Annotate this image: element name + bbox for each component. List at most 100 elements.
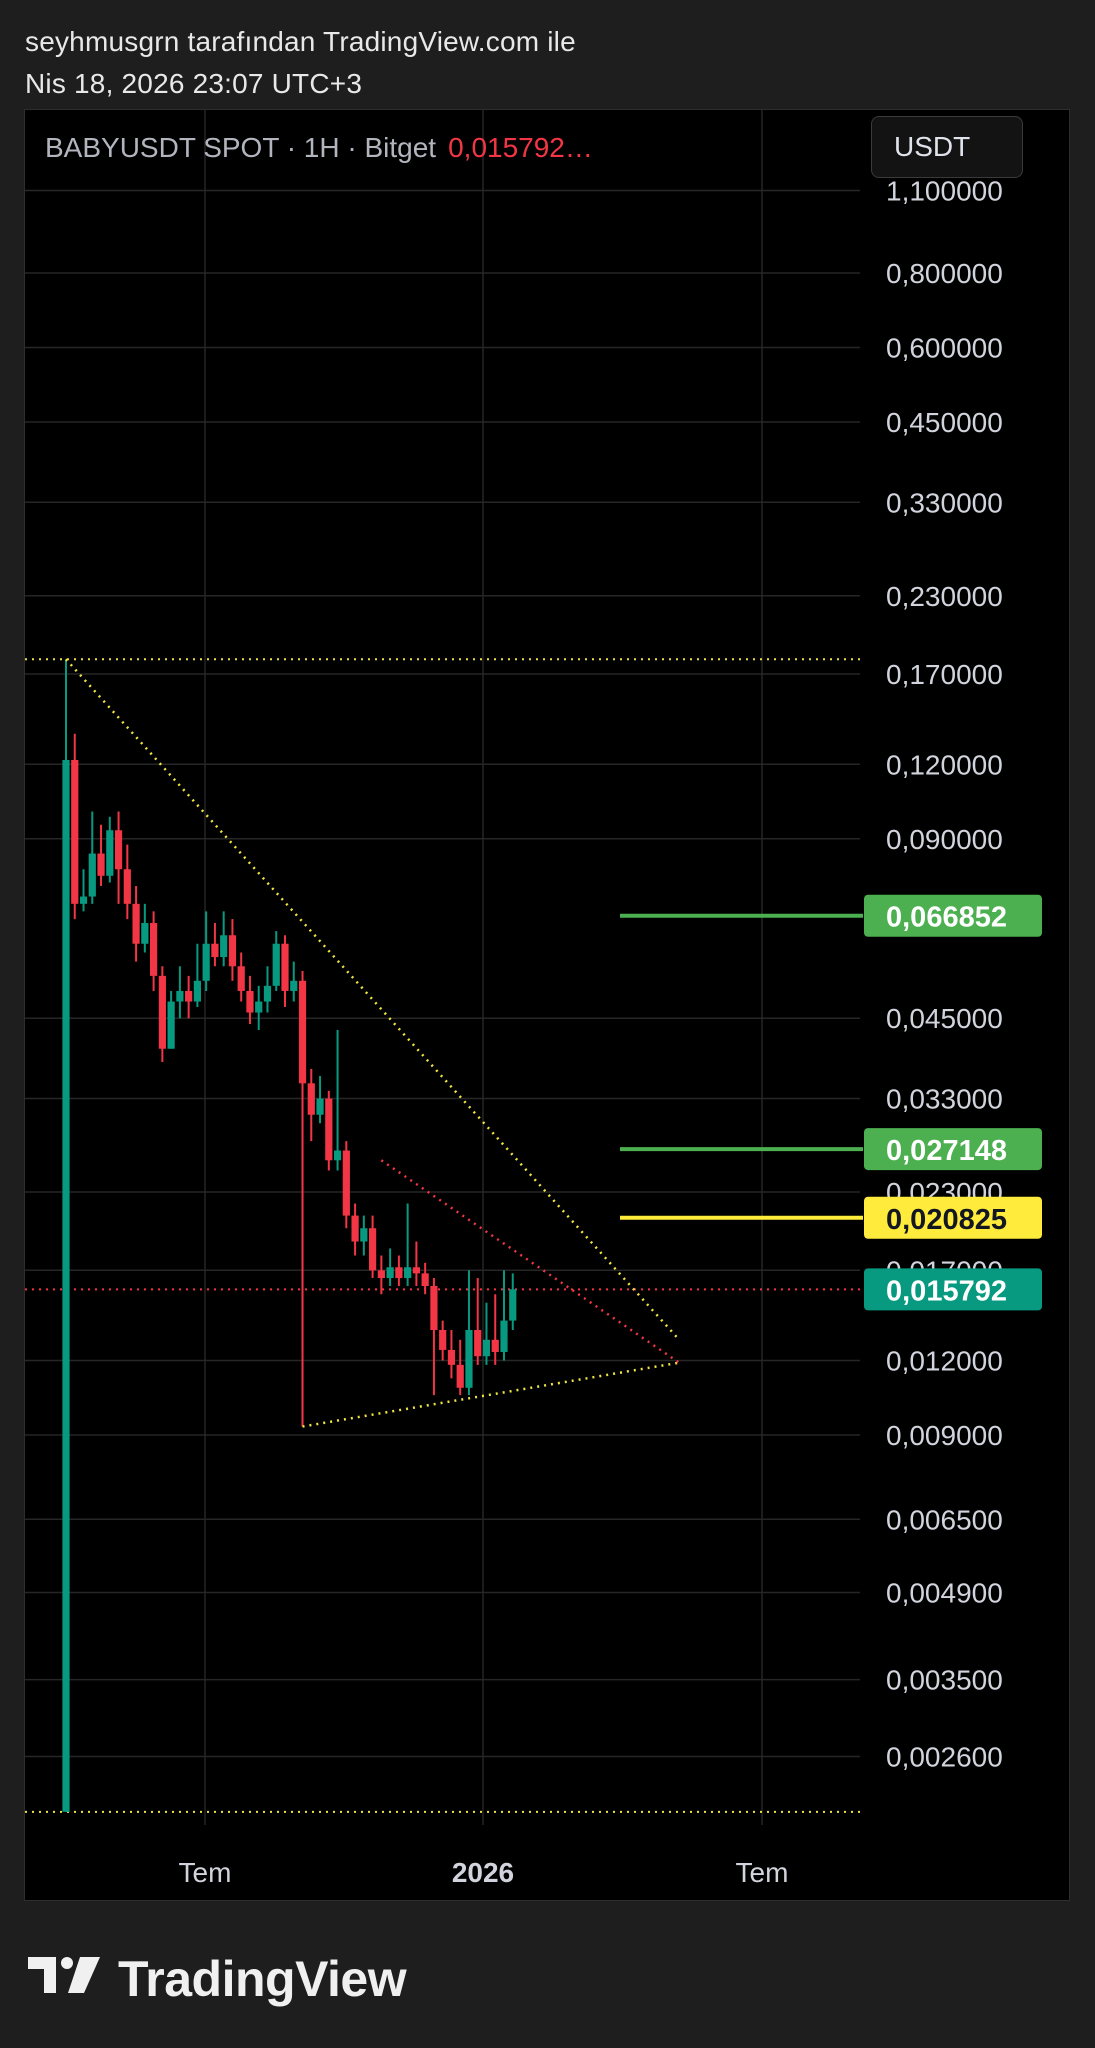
author-line: seyhmusgrn tarafından TradingView.com il…	[25, 26, 576, 57]
price-axis-label: 0,002600	[886, 1742, 1003, 1773]
candle-body	[447, 1349, 456, 1365]
candle[interactable]	[71, 733, 79, 920]
candle[interactable]	[439, 1320, 447, 1361]
candle-body	[62, 759, 70, 1812]
price-axis-label: 0,003500	[886, 1665, 1003, 1696]
price-axis-label: 0,090000	[886, 824, 1003, 855]
trendline[interactable]	[380, 1159, 680, 1364]
candle[interactable]	[298, 971, 307, 1427]
candle[interactable]	[430, 1278, 438, 1396]
trendline[interactable]	[65, 658, 681, 1341]
candle[interactable]	[237, 952, 245, 1002]
tradingview-logo: TradingView	[28, 1950, 407, 2008]
candle-body	[351, 1215, 359, 1242]
candle[interactable]	[325, 1090, 333, 1171]
candle[interactable]	[386, 1248, 394, 1287]
time-axis-label: Tem	[179, 1857, 232, 1888]
candle[interactable]	[185, 975, 193, 1019]
candle-body	[220, 935, 228, 958]
candle[interactable]	[220, 911, 228, 967]
candle[interactable]	[369, 1215, 377, 1279]
candle-body	[114, 830, 123, 870]
candle-body	[132, 903, 140, 944]
candle[interactable]	[167, 990, 175, 1049]
candle[interactable]	[123, 844, 131, 920]
candle-body	[167, 1001, 175, 1049]
candle-body	[509, 1289, 517, 1321]
candle-body	[246, 990, 254, 1013]
candle-body	[386, 1267, 394, 1279]
candle-body	[325, 1098, 333, 1161]
candle[interactable]	[395, 1255, 403, 1287]
symbol-legend[interactable]: BABYUSDT SPOT · 1H · Bitget 0,015792…	[45, 132, 593, 164]
candle[interactable]	[141, 903, 149, 953]
timestamp-line: Nis 18, 2026 23:07 UTC+3	[25, 68, 363, 99]
candle[interactable]	[106, 816, 114, 883]
candle[interactable]	[79, 869, 88, 912]
time-axis-label: 2026	[452, 1857, 514, 1888]
price-axis-label: 0,230000	[886, 581, 1003, 612]
candle[interactable]	[377, 1255, 385, 1295]
candle-body	[79, 896, 88, 904]
candle[interactable]	[272, 931, 280, 991]
candle[interactable]	[412, 1241, 420, 1287]
candle[interactable]	[150, 911, 158, 991]
candle-body	[474, 1330, 482, 1357]
price-axis-label: 0,012000	[886, 1346, 1003, 1377]
candle[interactable]	[255, 985, 263, 1031]
trendline[interactable]	[302, 1361, 680, 1428]
candle[interactable]	[465, 1270, 473, 1396]
candle[interactable]	[474, 1278, 482, 1365]
candle[interactable]	[333, 1030, 342, 1171]
candle[interactable]	[421, 1262, 429, 1295]
candle[interactable]	[447, 1330, 456, 1379]
candle-body	[298, 980, 307, 1084]
candle[interactable]	[211, 923, 219, 967]
symbol-last-price: 0,015792…	[448, 132, 593, 163]
candle[interactable]	[491, 1294, 499, 1365]
candle-body	[316, 1098, 324, 1115]
candle[interactable]	[88, 811, 96, 904]
candle[interactable]	[193, 943, 201, 1007]
candle[interactable]	[158, 966, 166, 1063]
candle[interactable]	[132, 885, 140, 962]
candle[interactable]	[456, 1339, 464, 1396]
candle[interactable]	[404, 1203, 412, 1287]
candle[interactable]	[176, 966, 184, 1019]
candle[interactable]	[246, 975, 254, 1025]
candle[interactable]	[342, 1141, 350, 1229]
candle[interactable]	[500, 1270, 508, 1361]
price-chart[interactable]: 1,100000 0,800000 0,600000 0,450000 0,330000…	[25, 110, 1070, 1901]
candle[interactable]	[62, 659, 70, 1812]
candle-body	[211, 943, 219, 958]
candle[interactable]	[97, 824, 105, 886]
candle-body	[185, 990, 193, 1002]
candle[interactable]	[202, 911, 210, 991]
candle[interactable]	[114, 811, 123, 904]
candle-body	[491, 1339, 499, 1353]
candle[interactable]	[263, 966, 272, 1013]
currency-button[interactable]: USDT	[871, 116, 1023, 178]
price-axis-label: 0,120000	[886, 749, 1003, 780]
candle-body	[123, 869, 131, 904]
candle[interactable]	[351, 1203, 359, 1256]
candle[interactable]	[316, 1076, 324, 1124]
candle[interactable]	[307, 1068, 315, 1142]
candle-body	[228, 935, 237, 967]
candle-body	[176, 990, 184, 1002]
candle[interactable]	[290, 961, 298, 1002]
candle-body	[158, 975, 166, 1049]
candle-body	[88, 853, 96, 897]
candle[interactable]	[482, 1302, 491, 1365]
tradingview-logo-icon	[28, 1957, 100, 1993]
candle-body	[202, 943, 210, 981]
candle[interactable]	[281, 935, 289, 1007]
candle[interactable]	[228, 919, 237, 981]
symbol-name[interactable]: BABYUSDT SPOT · 1H · Bitget	[45, 132, 437, 163]
candle-body	[482, 1339, 491, 1357]
time-axis-label: Tem	[736, 1857, 789, 1888]
candle-body	[377, 1270, 385, 1279]
candle[interactable]	[509, 1273, 517, 1331]
chart-panel[interactable]: 1,100000 0,800000 0,600000 0,450000 0,330000…	[24, 109, 1070, 1901]
candle[interactable]	[360, 1215, 368, 1256]
